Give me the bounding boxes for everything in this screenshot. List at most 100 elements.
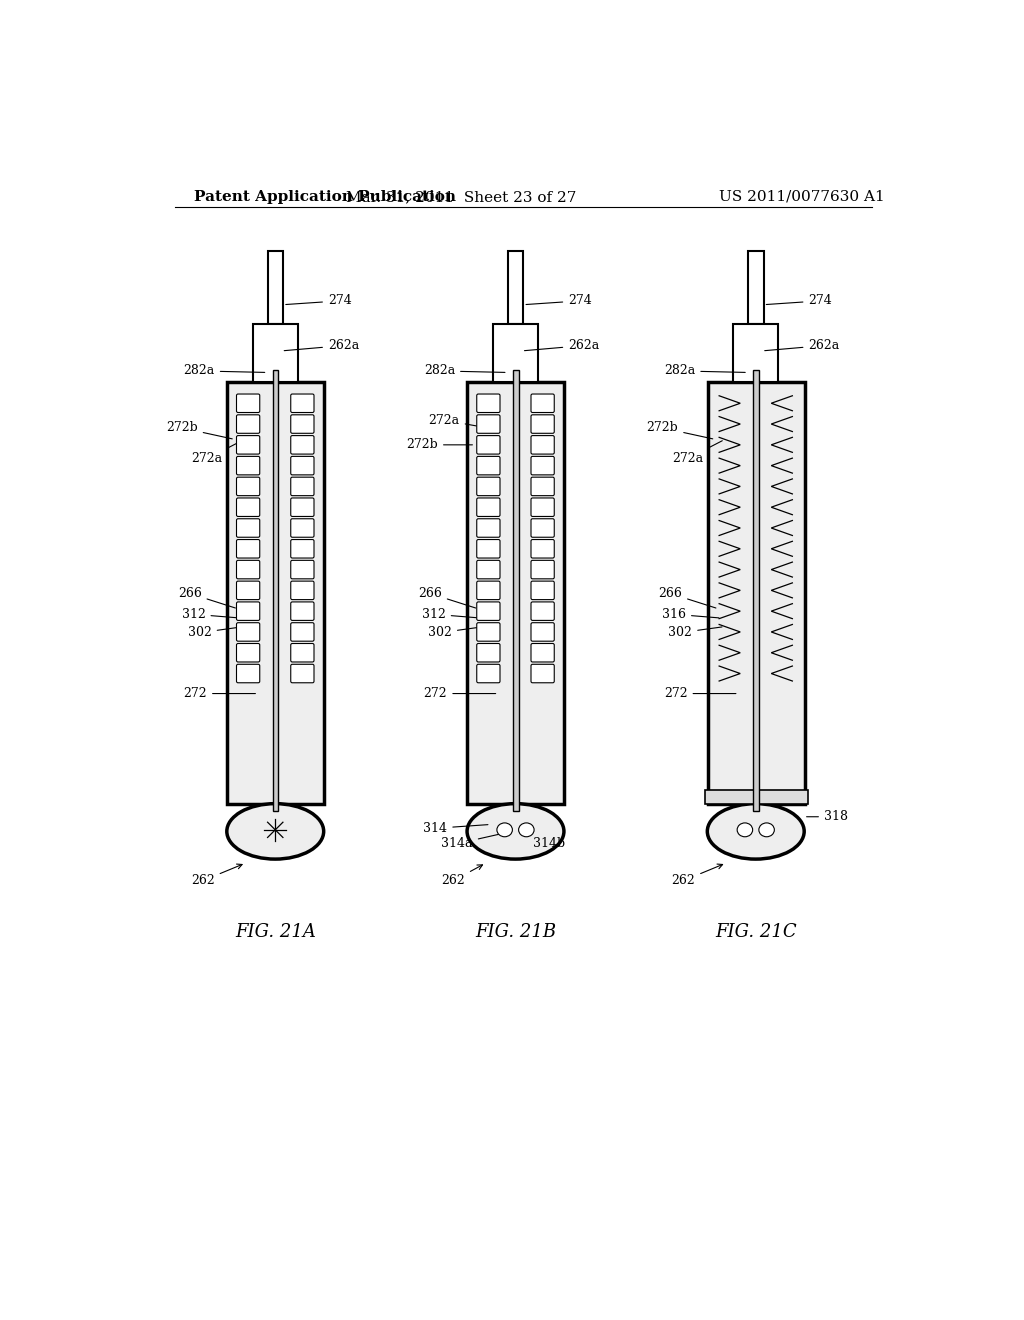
- Text: 302: 302: [428, 626, 481, 639]
- Text: FIG. 21B: FIG. 21B: [475, 923, 556, 941]
- Text: 314a: 314a: [441, 834, 499, 850]
- FancyBboxPatch shape: [237, 602, 260, 620]
- FancyBboxPatch shape: [291, 644, 314, 663]
- FancyBboxPatch shape: [291, 395, 314, 412]
- FancyBboxPatch shape: [531, 664, 554, 682]
- FancyBboxPatch shape: [477, 602, 500, 620]
- FancyBboxPatch shape: [237, 436, 260, 454]
- Text: 272a: 272a: [191, 441, 242, 465]
- Text: 302: 302: [187, 626, 242, 639]
- FancyBboxPatch shape: [477, 540, 500, 558]
- FancyBboxPatch shape: [291, 436, 314, 454]
- Text: 282a: 282a: [424, 364, 505, 378]
- FancyBboxPatch shape: [531, 623, 554, 642]
- Bar: [748, 251, 764, 323]
- Text: 318: 318: [807, 810, 848, 824]
- FancyBboxPatch shape: [237, 478, 260, 496]
- FancyBboxPatch shape: [477, 414, 500, 433]
- FancyBboxPatch shape: [477, 664, 500, 682]
- Text: 272: 272: [183, 686, 255, 700]
- FancyBboxPatch shape: [291, 602, 314, 620]
- FancyBboxPatch shape: [291, 414, 314, 433]
- FancyBboxPatch shape: [237, 540, 260, 558]
- Ellipse shape: [708, 804, 804, 859]
- FancyBboxPatch shape: [477, 644, 500, 663]
- Text: 272a: 272a: [429, 413, 484, 428]
- FancyBboxPatch shape: [531, 602, 554, 620]
- FancyBboxPatch shape: [477, 581, 500, 599]
- FancyBboxPatch shape: [477, 457, 500, 475]
- Text: 312: 312: [422, 607, 478, 620]
- Text: 266: 266: [178, 587, 236, 609]
- Text: 274: 274: [286, 294, 351, 308]
- FancyBboxPatch shape: [237, 395, 260, 412]
- Text: 312: 312: [181, 607, 239, 620]
- FancyBboxPatch shape: [531, 561, 554, 579]
- Text: 262: 262: [672, 865, 723, 887]
- Text: 272: 272: [424, 686, 496, 700]
- Text: 302: 302: [669, 626, 722, 639]
- Text: 262a: 262a: [524, 339, 599, 352]
- Text: US 2011/0077630 A1: US 2011/0077630 A1: [720, 190, 885, 203]
- FancyBboxPatch shape: [291, 457, 314, 475]
- FancyBboxPatch shape: [531, 478, 554, 496]
- FancyBboxPatch shape: [237, 561, 260, 579]
- FancyBboxPatch shape: [477, 623, 500, 642]
- Text: 266: 266: [658, 587, 716, 609]
- FancyBboxPatch shape: [291, 561, 314, 579]
- Text: 316: 316: [662, 607, 719, 620]
- FancyBboxPatch shape: [531, 519, 554, 537]
- Ellipse shape: [226, 804, 324, 859]
- FancyBboxPatch shape: [237, 457, 260, 475]
- FancyBboxPatch shape: [477, 561, 500, 579]
- FancyBboxPatch shape: [477, 519, 500, 537]
- Ellipse shape: [467, 804, 564, 859]
- Bar: [493, 323, 538, 381]
- FancyBboxPatch shape: [531, 581, 554, 599]
- Bar: [467, 381, 564, 804]
- Text: 272b: 272b: [646, 421, 713, 438]
- Text: Patent Application Publication: Patent Application Publication: [194, 190, 456, 203]
- Text: 262a: 262a: [285, 339, 359, 352]
- Text: 262: 262: [441, 865, 482, 887]
- Bar: [267, 251, 283, 323]
- Text: 274: 274: [766, 294, 833, 308]
- FancyBboxPatch shape: [531, 540, 554, 558]
- Text: 272b: 272b: [407, 438, 472, 451]
- FancyBboxPatch shape: [291, 498, 314, 516]
- FancyBboxPatch shape: [477, 498, 500, 516]
- Bar: [508, 251, 523, 323]
- FancyBboxPatch shape: [237, 664, 260, 682]
- FancyBboxPatch shape: [531, 436, 554, 454]
- Ellipse shape: [737, 822, 753, 837]
- FancyBboxPatch shape: [531, 414, 554, 433]
- Text: 262a: 262a: [765, 339, 840, 352]
- FancyBboxPatch shape: [531, 644, 554, 663]
- FancyBboxPatch shape: [291, 623, 314, 642]
- FancyBboxPatch shape: [531, 498, 554, 516]
- Bar: [513, 370, 518, 812]
- FancyBboxPatch shape: [237, 581, 260, 599]
- Bar: [253, 323, 298, 381]
- Bar: [754, 370, 759, 812]
- Text: FIG. 21A: FIG. 21A: [234, 923, 315, 941]
- FancyBboxPatch shape: [237, 623, 260, 642]
- FancyBboxPatch shape: [237, 498, 260, 516]
- Text: 272b: 272b: [166, 421, 232, 438]
- FancyBboxPatch shape: [291, 664, 314, 682]
- FancyBboxPatch shape: [477, 395, 500, 412]
- Text: 272a: 272a: [672, 441, 722, 465]
- Bar: [708, 381, 805, 804]
- Text: 314: 314: [423, 822, 487, 834]
- FancyBboxPatch shape: [477, 436, 500, 454]
- FancyBboxPatch shape: [291, 519, 314, 537]
- FancyBboxPatch shape: [477, 478, 500, 496]
- FancyBboxPatch shape: [237, 414, 260, 433]
- FancyBboxPatch shape: [291, 478, 314, 496]
- Text: 262: 262: [191, 865, 242, 887]
- Ellipse shape: [497, 822, 512, 837]
- Bar: [705, 789, 808, 804]
- FancyBboxPatch shape: [291, 540, 314, 558]
- FancyBboxPatch shape: [237, 644, 260, 663]
- FancyBboxPatch shape: [531, 457, 554, 475]
